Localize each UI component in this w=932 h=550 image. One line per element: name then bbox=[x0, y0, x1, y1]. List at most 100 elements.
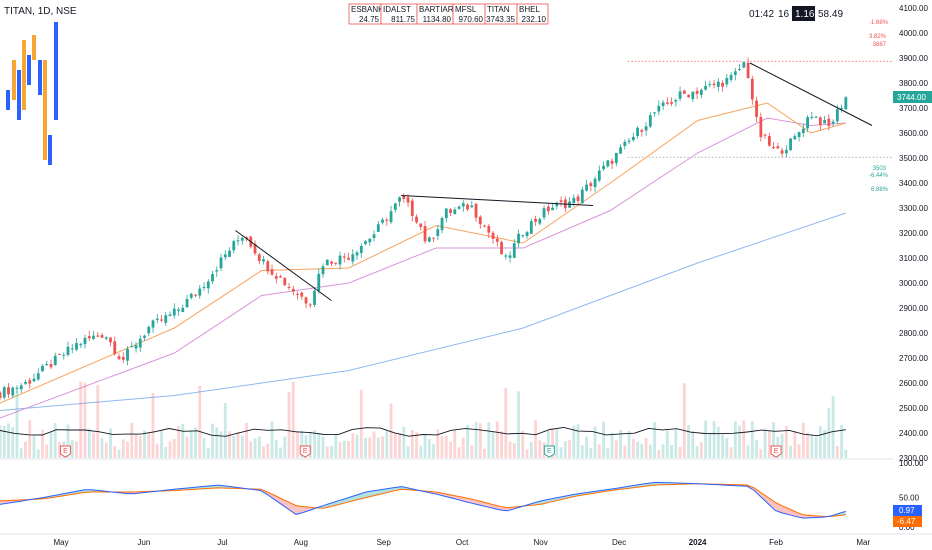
oscillator-pane[interactable]: 100.00 50.00 0.00 bbox=[0, 459, 924, 532]
candle-body bbox=[733, 71, 737, 75]
price-plot[interactable] bbox=[0, 22, 892, 419]
candle bbox=[614, 152, 618, 167]
earnings-marker[interactable]: E bbox=[770, 445, 782, 458]
candle bbox=[470, 201, 474, 208]
volume-bar bbox=[58, 441, 61, 458]
volume-bar bbox=[240, 435, 244, 458]
watchlist-table[interactable]: ESBANK24.75IDALST811.75BARTIART1134.80MF… bbox=[348, 3, 549, 25]
volume-bar bbox=[831, 396, 835, 458]
volume-bar bbox=[211, 423, 214, 458]
volume-bar bbox=[721, 434, 724, 458]
stats-ratio-box bbox=[792, 6, 815, 21]
earnings-marker[interactable]: E bbox=[299, 445, 311, 458]
volume-bar bbox=[695, 446, 699, 458]
candle bbox=[423, 220, 427, 244]
edge-candle-body bbox=[48, 135, 52, 165]
earnings-marker[interactable]: E bbox=[59, 445, 71, 458]
stats-time: 01:42 bbox=[749, 9, 774, 20]
volume-bar bbox=[806, 432, 809, 458]
candle bbox=[606, 159, 610, 168]
pct-top-label: -1.68% bbox=[869, 20, 889, 26]
candle-body bbox=[691, 91, 695, 100]
volume-bar bbox=[818, 425, 822, 458]
candle bbox=[436, 225, 440, 240]
candle bbox=[219, 253, 223, 272]
candle bbox=[317, 268, 321, 294]
candle bbox=[402, 193, 406, 203]
volume-bar bbox=[36, 449, 40, 458]
candle bbox=[151, 319, 155, 333]
volume-bar bbox=[789, 445, 792, 458]
volume-bar bbox=[814, 436, 818, 458]
volume-bar bbox=[2, 425, 6, 458]
volume-bar bbox=[393, 433, 397, 458]
trendline[interactable] bbox=[749, 62, 873, 126]
candle-body bbox=[58, 353, 61, 355]
candle bbox=[708, 80, 712, 88]
volume-bar bbox=[313, 430, 316, 458]
price-axis-label: 2800.00 bbox=[899, 329, 928, 338]
candle bbox=[202, 282, 206, 291]
price-axis[interactable]: 4100.00 4000.00 3900.00 3800.00 3700.00 3600.… bbox=[899, 4, 928, 463]
watchlist-value: 1134.80 bbox=[423, 15, 452, 24]
candle bbox=[610, 158, 614, 169]
volume-bar bbox=[308, 431, 312, 458]
candle-body bbox=[279, 276, 282, 278]
earnings-marker[interactable]: E bbox=[543, 445, 555, 458]
candle-body bbox=[62, 354, 66, 356]
volume-bar bbox=[232, 435, 236, 458]
candle bbox=[215, 266, 219, 277]
volume-bar bbox=[793, 431, 797, 458]
time-axis-label: Aug bbox=[294, 538, 308, 547]
candle-body bbox=[699, 89, 703, 95]
time-axis-label: Oct bbox=[456, 538, 469, 547]
candle bbox=[419, 223, 423, 231]
candle bbox=[104, 336, 108, 341]
candle bbox=[393, 202, 397, 213]
candle bbox=[580, 186, 584, 204]
candle bbox=[784, 145, 788, 158]
trendline[interactable] bbox=[235, 230, 332, 301]
osc-hist-label: -6.47 bbox=[897, 517, 916, 526]
trendline[interactable] bbox=[401, 195, 593, 206]
candle bbox=[291, 285, 295, 296]
candle bbox=[143, 334, 146, 341]
candle-body bbox=[143, 335, 146, 338]
watchlist-value: 970.60 bbox=[459, 15, 484, 24]
time-axis-label: Nov bbox=[534, 538, 548, 547]
volume-bar bbox=[215, 427, 219, 458]
volume-bar bbox=[691, 430, 695, 458]
candle-body bbox=[623, 141, 627, 146]
candle-body bbox=[585, 184, 588, 191]
watchlist-symbol: TITAN bbox=[487, 5, 510, 14]
volume-bar bbox=[274, 439, 278, 458]
candle-body bbox=[211, 273, 214, 282]
candle bbox=[653, 111, 656, 117]
volume-bar bbox=[610, 432, 614, 458]
candle bbox=[138, 335, 142, 352]
candle-body bbox=[376, 224, 380, 232]
candle-body bbox=[840, 107, 843, 110]
volume-bar bbox=[228, 431, 231, 458]
volume-bar bbox=[470, 445, 474, 458]
candle-body bbox=[262, 259, 265, 262]
volume-bar bbox=[704, 420, 707, 458]
candle bbox=[338, 251, 342, 270]
candle-body bbox=[83, 337, 87, 345]
candle bbox=[699, 88, 703, 99]
candle-body bbox=[53, 355, 57, 366]
earnings-label: E bbox=[774, 448, 779, 455]
time-axis[interactable]: May Jun Jul Aug Sep Oct Nov Dec 2024 Feb Mar bbox=[53, 538, 870, 547]
osc-fast-line bbox=[0, 481, 846, 519]
candle bbox=[347, 252, 350, 261]
candle-body bbox=[810, 116, 814, 118]
watchlist-value: 232.10 bbox=[522, 15, 547, 24]
